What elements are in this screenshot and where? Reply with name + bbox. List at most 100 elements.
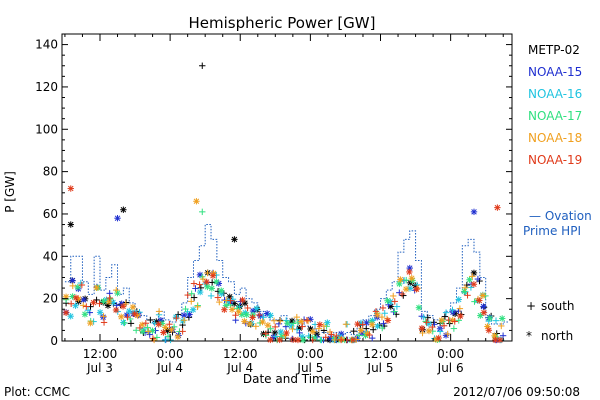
point-noaa-19: [294, 336, 302, 344]
point-noaa-15: [480, 303, 487, 310]
point-noaa-19: [476, 297, 483, 304]
point-noaa-16: [120, 319, 127, 326]
marker-stroke: [197, 272, 203, 278]
marker-stroke: [242, 300, 248, 306]
point-noaa-18: [298, 318, 305, 325]
marker-stroke: [203, 279, 210, 285]
point-noaa-16: [260, 314, 267, 321]
point-noaa-16: [179, 317, 187, 325]
point-noaa-19: [359, 321, 366, 328]
point-noaa-17: [450, 325, 458, 332]
point-noaa-17: [144, 324, 151, 331]
x-tick-time-label: 12:00: [83, 347, 118, 361]
marker-stroke: [354, 321, 361, 327]
point-noaa-18: [259, 318, 266, 326]
point-noaa-18: [87, 319, 94, 327]
marker-stroke: [114, 215, 121, 221]
point-noaa-19: [179, 328, 186, 335]
point-noaa-16: [492, 317, 500, 324]
point-noaa-19: [221, 306, 228, 313]
point-noaa-19: [227, 297, 234, 304]
point-noaa-19: [451, 318, 458, 325]
point-noaa-18: [194, 303, 201, 311]
point-noaa-18: [438, 317, 445, 324]
marker-stroke: [426, 320, 432, 327]
marker-stroke: [338, 336, 345, 342]
point-noaa-15: [114, 215, 121, 222]
point-noaa-18: [246, 320, 254, 328]
marker-stroke: [186, 311, 193, 318]
point-noaa-17: [486, 314, 494, 322]
point-metp-02: [147, 316, 154, 324]
marker-stroke: [239, 297, 246, 303]
marker-stroke: [267, 312, 274, 319]
point-metp-02: [271, 329, 279, 337]
point-noaa-19: [322, 334, 329, 341]
point-noaa-18: [491, 332, 498, 340]
marker-stroke: [278, 329, 284, 335]
point-noaa-18: [397, 276, 404, 283]
marker-stroke: [140, 328, 146, 335]
marker-stroke: [149, 327, 156, 334]
marker-stroke: [317, 321, 323, 328]
point-noaa-19: [299, 323, 306, 330]
point-noaa-19: [271, 323, 279, 331]
marker-stroke: [247, 321, 253, 327]
point-noaa-19: [440, 322, 448, 329]
point-noaa-18: [456, 305, 464, 312]
x-tick-time-label: 0:00: [157, 347, 184, 361]
point-noaa-18: [155, 308, 163, 315]
point-noaa-17: [114, 289, 121, 297]
point-noaa-16: [324, 319, 331, 326]
chart-title: Hemispheric Power [GW]: [189, 14, 376, 32]
point-noaa-19: [435, 334, 442, 342]
point-noaa-16: [467, 284, 475, 291]
marker-stroke: [120, 303, 126, 310]
ovation-label-line1: — Ovation: [529, 209, 592, 223]
point-noaa-17: [422, 318, 429, 325]
marker-legend: + south * north: [526, 299, 575, 343]
point-noaa-17: [74, 283, 81, 291]
marker-stroke: [162, 324, 169, 331]
point-noaa-19: [423, 319, 430, 326]
point-noaa-19: [494, 204, 501, 211]
point-noaa-19: [406, 268, 413, 276]
marker-stroke: [476, 297, 483, 304]
point-noaa-16: [455, 296, 462, 303]
point-noaa-19: [155, 321, 162, 328]
point-noaa-19: [457, 312, 464, 320]
point-noaa-16: [196, 288, 204, 296]
point-noaa-19: [333, 332, 340, 340]
point-noaa-19: [214, 294, 222, 301]
point-metp-02: [424, 314, 432, 321]
point-noaa-18: [304, 317, 312, 325]
point-noaa-16: [96, 309, 104, 316]
point-noaa-17: [461, 288, 468, 295]
point-noaa-19: [232, 312, 239, 319]
point-metp-02: [400, 292, 407, 299]
point-noaa-19: [480, 309, 488, 316]
point-metp-02: [208, 279, 216, 286]
point-noaa-18: [390, 292, 397, 300]
point-noaa-19: [485, 327, 493, 334]
marker-stroke: [407, 285, 413, 292]
point-noaa-18: [270, 317, 278, 324]
point-noaa-18: [174, 333, 182, 341]
point-noaa-17: [396, 280, 403, 288]
point-noaa-19: [112, 306, 120, 314]
point-noaa-15: [275, 320, 283, 328]
point-noaa-19: [276, 336, 283, 344]
y-axis: 0 20 40 60 80 100 120 140: [35, 38, 512, 348]
point-noaa-17: [149, 327, 156, 334]
point-noaa-18: [479, 292, 487, 299]
marker-stroke: [276, 337, 283, 343]
marker-stroke: [181, 312, 187, 318]
point-noaa-18: [162, 324, 169, 331]
point-noaa-15: [192, 285, 199, 292]
point-noaa-19: [445, 316, 452, 324]
y-tick-label: 40: [43, 249, 58, 263]
marker-stroke: [283, 330, 290, 336]
point-noaa-16: [374, 322, 381, 330]
point-metp-02: [370, 326, 377, 333]
